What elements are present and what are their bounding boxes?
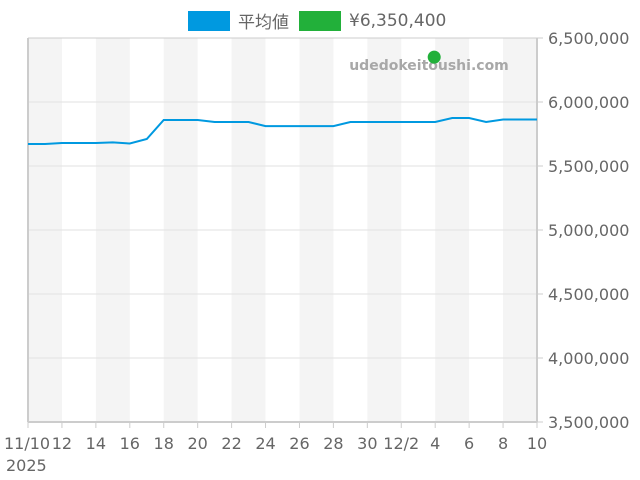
x-tick-label: 14 (86, 434, 106, 453)
axes (27, 37, 538, 428)
x-tick-label: 30 (357, 434, 377, 453)
legend-swatch-average[interactable] (188, 10, 230, 31)
y-axis-labels: 6,500,000 6,000,000 5,500,000 5,000,000 4,50… (548, 29, 629, 432)
y-tick-label: 6,500,000 (548, 29, 629, 48)
x-tick-label: 22 (221, 434, 241, 453)
x-tick-label: 12/2 (383, 434, 419, 453)
legend-swatch-price[interactable] (299, 10, 341, 31)
x-tick-label: 24 (255, 434, 275, 453)
x-tick-label: 11/10 (4, 434, 50, 453)
x-tick-label: 6 (464, 434, 474, 453)
y-tick-label: 4,000,000 (548, 349, 629, 368)
x-tick-label: 10 (527, 434, 547, 453)
y-tick-label: 3,500,000 (548, 413, 629, 432)
x-year-label: 2025 (6, 456, 47, 475)
y-tick-label: 5,000,000 (548, 221, 629, 240)
x-tick-label: 12 (52, 434, 72, 453)
y-tick-label: 5,500,000 (548, 157, 629, 176)
watermark: udedokeitoushi.com (349, 58, 509, 74)
y-tick-label: 6,000,000 (548, 93, 629, 112)
current-price-point[interactable] (427, 50, 441, 64)
x-tick-label: 18 (154, 434, 174, 453)
x-tick-label: 28 (323, 434, 343, 453)
x-tick-label: 4 (430, 434, 440, 453)
legend-label-average[interactable]: 平均値 (238, 13, 289, 33)
x-tick-label: 16 (120, 434, 140, 453)
x-tick-label: 26 (289, 434, 309, 453)
x-tick-label: 20 (187, 434, 207, 453)
y-tick-label: 4,500,000 (548, 285, 629, 304)
average-price-line (28, 117, 537, 145)
legend: 平均値 ¥6,350,400 (188, 8, 456, 33)
x-axis-labels: 11/10 12 14 16 18 20 22 24 26 28 30 12/2 4 6 8 10 2025 (4, 434, 547, 475)
legend-label-price[interactable]: ¥6,350,400 (349, 10, 447, 31)
x-tick-label: 8 (498, 434, 508, 453)
